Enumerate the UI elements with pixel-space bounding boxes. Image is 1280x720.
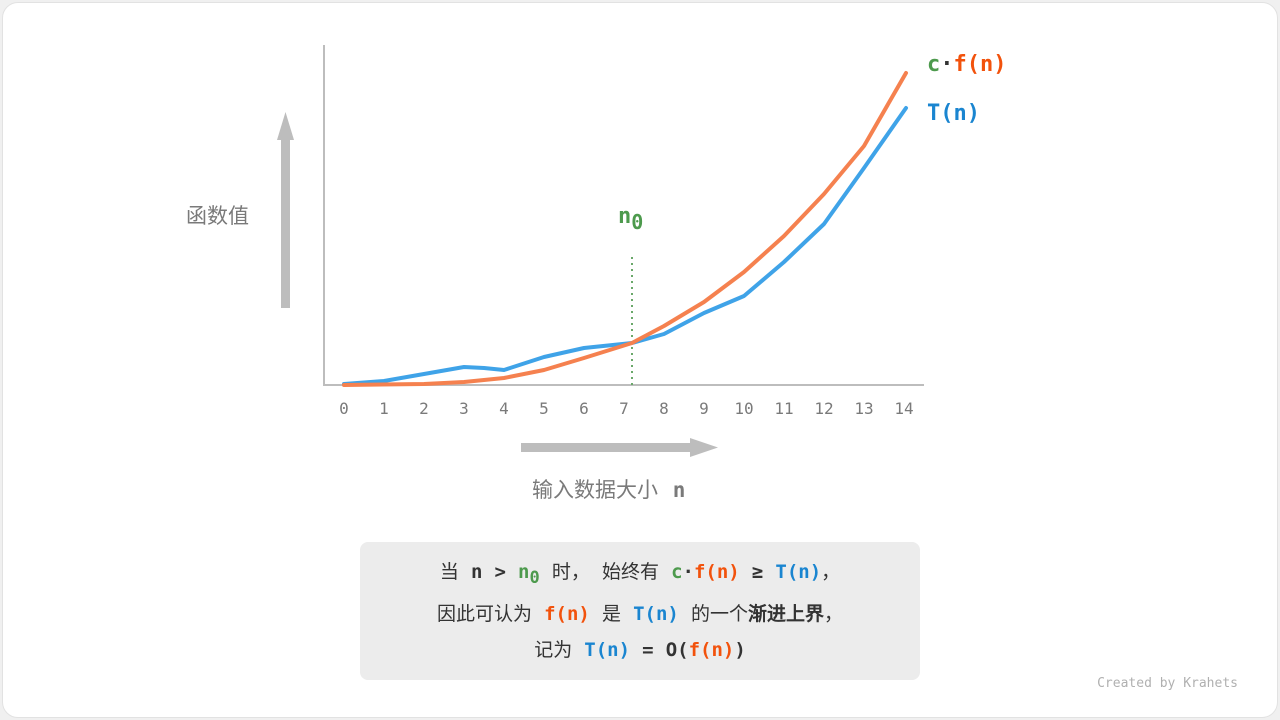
t: ， [823,603,843,625]
y-arrow [277,112,294,308]
n0-sub: 0 [631,210,644,234]
t: c [671,561,683,583]
t: 渐进上界 [747,603,824,625]
cf-curve [342,71,908,387]
x-tick-label: 3 [459,399,469,418]
caption-line-3: 记为 T(n) = O(f(n)) [360,632,920,668]
t: 是 [601,603,621,625]
t: ≥ [751,561,764,583]
t: 的一个 [690,603,748,625]
caption-line-2: 因此可认为 f(n) 是 T(n) 的一个渐进上界， [360,596,920,632]
t: 当 [439,561,459,583]
t: > [494,561,506,583]
t: = [642,639,654,661]
t: · [682,561,694,583]
x-tick-label: 5 [539,399,549,418]
caption-box: 当 n > n0 时， 始终有 c·f(n) ≥ T(n)， 因此可认为 f(n… [360,542,920,680]
x-axis-label: 输入数据大小 n [532,474,685,504]
caption-line-1: 当 n > n0 时， 始终有 c·f(n) ≥ T(n)， [360,554,920,596]
legend-dot: · [940,52,954,77]
t: 记为 [534,639,573,661]
legend-cf: c·f(n) [927,52,1006,77]
t: n [518,561,530,583]
t: 始终有 [601,561,659,583]
x-arrow [521,438,718,457]
t: f(n) [544,603,590,625]
n0-label: n0 [618,204,643,234]
t-curve [342,106,908,386]
x-tick-label: 6 [579,399,589,418]
x-tick-label: 10 [734,399,753,418]
x-tick-label: 2 [419,399,429,418]
t: 因此可认为 [437,603,533,625]
legend-t: T(n) [927,101,980,126]
x-tick-label: 14 [894,399,913,418]
n0-base: n [618,204,632,229]
x-tick-label: 7 [619,399,629,418]
t: ， [821,561,841,583]
x-tick-label: 8 [659,399,669,418]
legend-f: f(n) [953,52,1007,77]
y-axis-label: 函数值 [186,204,249,228]
t: 时， [551,561,590,583]
x-tick-label: 12 [814,399,833,418]
t: ) [734,639,746,661]
t: f(n) [688,639,735,661]
x-tick-label: 9 [699,399,709,418]
x-tick-label: 11 [774,399,793,418]
x-axis-label-text: 输入数据大小 [532,478,658,502]
x-tick-label: 13 [854,399,873,418]
t: T(n) [584,639,631,661]
t: T(n) [775,561,822,583]
credit: Created by Krahets [1097,676,1238,691]
t: 0 [529,568,540,588]
t: n [470,561,483,583]
x-axis-var: n [672,478,686,502]
x-tick-label: 0 [339,399,349,418]
legend-c: c [927,52,941,77]
t: f(n) [693,561,740,583]
x-tick-label: 1 [379,399,389,418]
x-tick-label: 4 [499,399,509,418]
t: O( [665,639,689,661]
t: T(n) [633,603,679,625]
